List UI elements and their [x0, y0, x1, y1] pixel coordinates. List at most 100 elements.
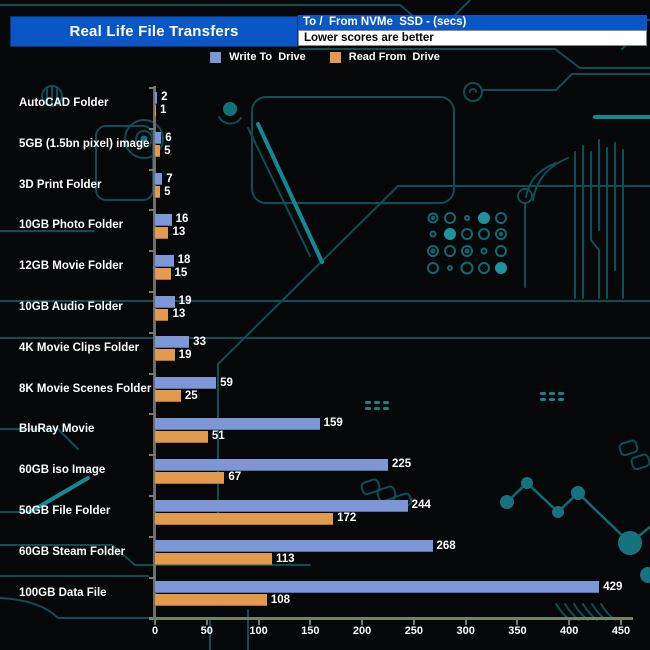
chart-title-box: Real Life File Transfers [10, 16, 298, 47]
category-label: 12GB Movie Folder [19, 260, 124, 273]
read-bar [155, 349, 175, 362]
category-label: 60GB Steam Folder [19, 545, 126, 558]
write-bar [155, 499, 408, 512]
category-label: BluRay Movie [19, 423, 95, 436]
category-label: AutoCAD Folder [19, 97, 109, 109]
read-bar [155, 553, 273, 566]
write-value-label: 7 [166, 172, 173, 185]
x-axis-tick-label: 150 [301, 625, 320, 637]
write-value-label: 2 [161, 91, 168, 103]
legend-item-write: Write To Drive [210, 51, 306, 63]
x-axis-tick [516, 620, 519, 625]
y-axis-tick [149, 87, 155, 89]
read-bar [155, 390, 181, 403]
write-value-label: 244 [411, 499, 431, 511]
category-label: 4K Movie Clips Folder [19, 341, 140, 354]
write-bar [155, 336, 190, 349]
read-value-label: 113 [276, 552, 295, 565]
x-axis-tick-label: 300 [456, 625, 475, 637]
x-axis-tick [257, 620, 260, 625]
category-label: 8K Movie Scenes Folder [19, 382, 152, 395]
legend-item-read: Read From Drive [329, 51, 440, 63]
read-bar [155, 512, 334, 525]
write-value-label: 16 [175, 213, 189, 226]
x-axis-tick-label: 250 [404, 625, 424, 637]
read-value-label: 172 [337, 512, 357, 524]
y-axis-tick [149, 250, 155, 253]
page-title: Real Life File Transfers [69, 23, 239, 40]
read-value-label: 15 [174, 267, 188, 280]
read-value-label: 1 [160, 104, 167, 116]
y-axis-tick [149, 127, 155, 130]
read-value-label: 19 [178, 348, 192, 361]
read-bar [155, 145, 161, 158]
write-value-label: 59 [220, 376, 233, 389]
y-axis-tick [149, 617, 155, 620]
write-value-label: 18 [177, 254, 191, 267]
y-axis-tick [149, 576, 155, 579]
y-axis-tick [149, 331, 155, 334]
y-axis-tick [149, 291, 155, 293]
write-bar [155, 458, 388, 471]
x-axis-tick-label: 200 [352, 625, 372, 637]
legend-label-write: Write To Drive [229, 51, 306, 63]
subtitle-note: Lower scores are better [298, 30, 647, 46]
y-axis-tick [149, 413, 155, 416]
x-axis-tick [412, 620, 415, 625]
y-axis-tick [149, 454, 155, 457]
y-axis-tick [149, 168, 155, 171]
read-value-label: 5 [164, 185, 171, 198]
write-bar [155, 377, 217, 390]
read-swatch-icon [329, 51, 341, 63]
write-bar [155, 295, 175, 308]
y-axis-tick [149, 535, 155, 538]
x-axis-tick-label: 50 [200, 625, 213, 637]
read-value-label: 13 [172, 226, 186, 239]
write-value-label: 33 [193, 335, 206, 348]
subtitle-drive: To / From NVMe SSD - (secs) [298, 15, 647, 30]
write-value-label: 225 [392, 458, 412, 471]
read-value-label: 13 [172, 308, 186, 320]
category-label: 10GB Photo Folder [19, 219, 124, 232]
x-axis-tick [205, 620, 208, 625]
category-label: 50GB File Folder [19, 505, 111, 517]
category-label: 60GB iso Image [19, 464, 106, 477]
legend-label-read: Read From Drive [348, 51, 440, 63]
write-bar [155, 581, 600, 594]
write-bar [155, 91, 158, 104]
read-bar [155, 594, 267, 607]
x-axis-tick-label: 100 [249, 625, 268, 637]
category-label: 100GB Data File [19, 586, 107, 599]
x-axis-tick-label: 0 [151, 625, 159, 637]
write-value-label: 6 [165, 131, 172, 144]
read-bar [155, 430, 208, 443]
write-swatch-icon [210, 51, 222, 63]
read-bar [155, 267, 171, 280]
y-axis-tick [149, 372, 155, 375]
chart-subtitle-box: To / From NVMe SSD - (secs) Lower scores… [298, 15, 647, 46]
category-label: 5GB (1.5bn pixel) image [19, 137, 150, 150]
x-axis-tick [464, 620, 467, 625]
read-bar [155, 308, 169, 321]
write-bar [155, 254, 174, 267]
chart-legend: Write To Drive Read From Drive [0, 51, 650, 63]
read-value-label: 5 [164, 144, 171, 157]
write-value-label: 19 [178, 295, 192, 307]
write-value-label: 159 [323, 417, 343, 430]
x-axis-tick [568, 620, 571, 625]
x-axis-tick-label: 350 [508, 625, 527, 637]
write-bar [155, 417, 320, 430]
write-bar [155, 173, 163, 186]
write-bar [155, 132, 162, 145]
y-axis-line [153, 86, 156, 619]
x-axis-tick-label: 450 [611, 625, 631, 637]
write-bar [155, 540, 433, 553]
read-value-label: 67 [228, 471, 242, 484]
x-axis-tick [361, 620, 364, 625]
read-bar [155, 186, 161, 199]
x-axis-tick [309, 620, 312, 625]
x-axis-tick [620, 620, 622, 625]
x-axis-tick-label: 400 [560, 625, 579, 637]
write-bar [155, 213, 172, 226]
